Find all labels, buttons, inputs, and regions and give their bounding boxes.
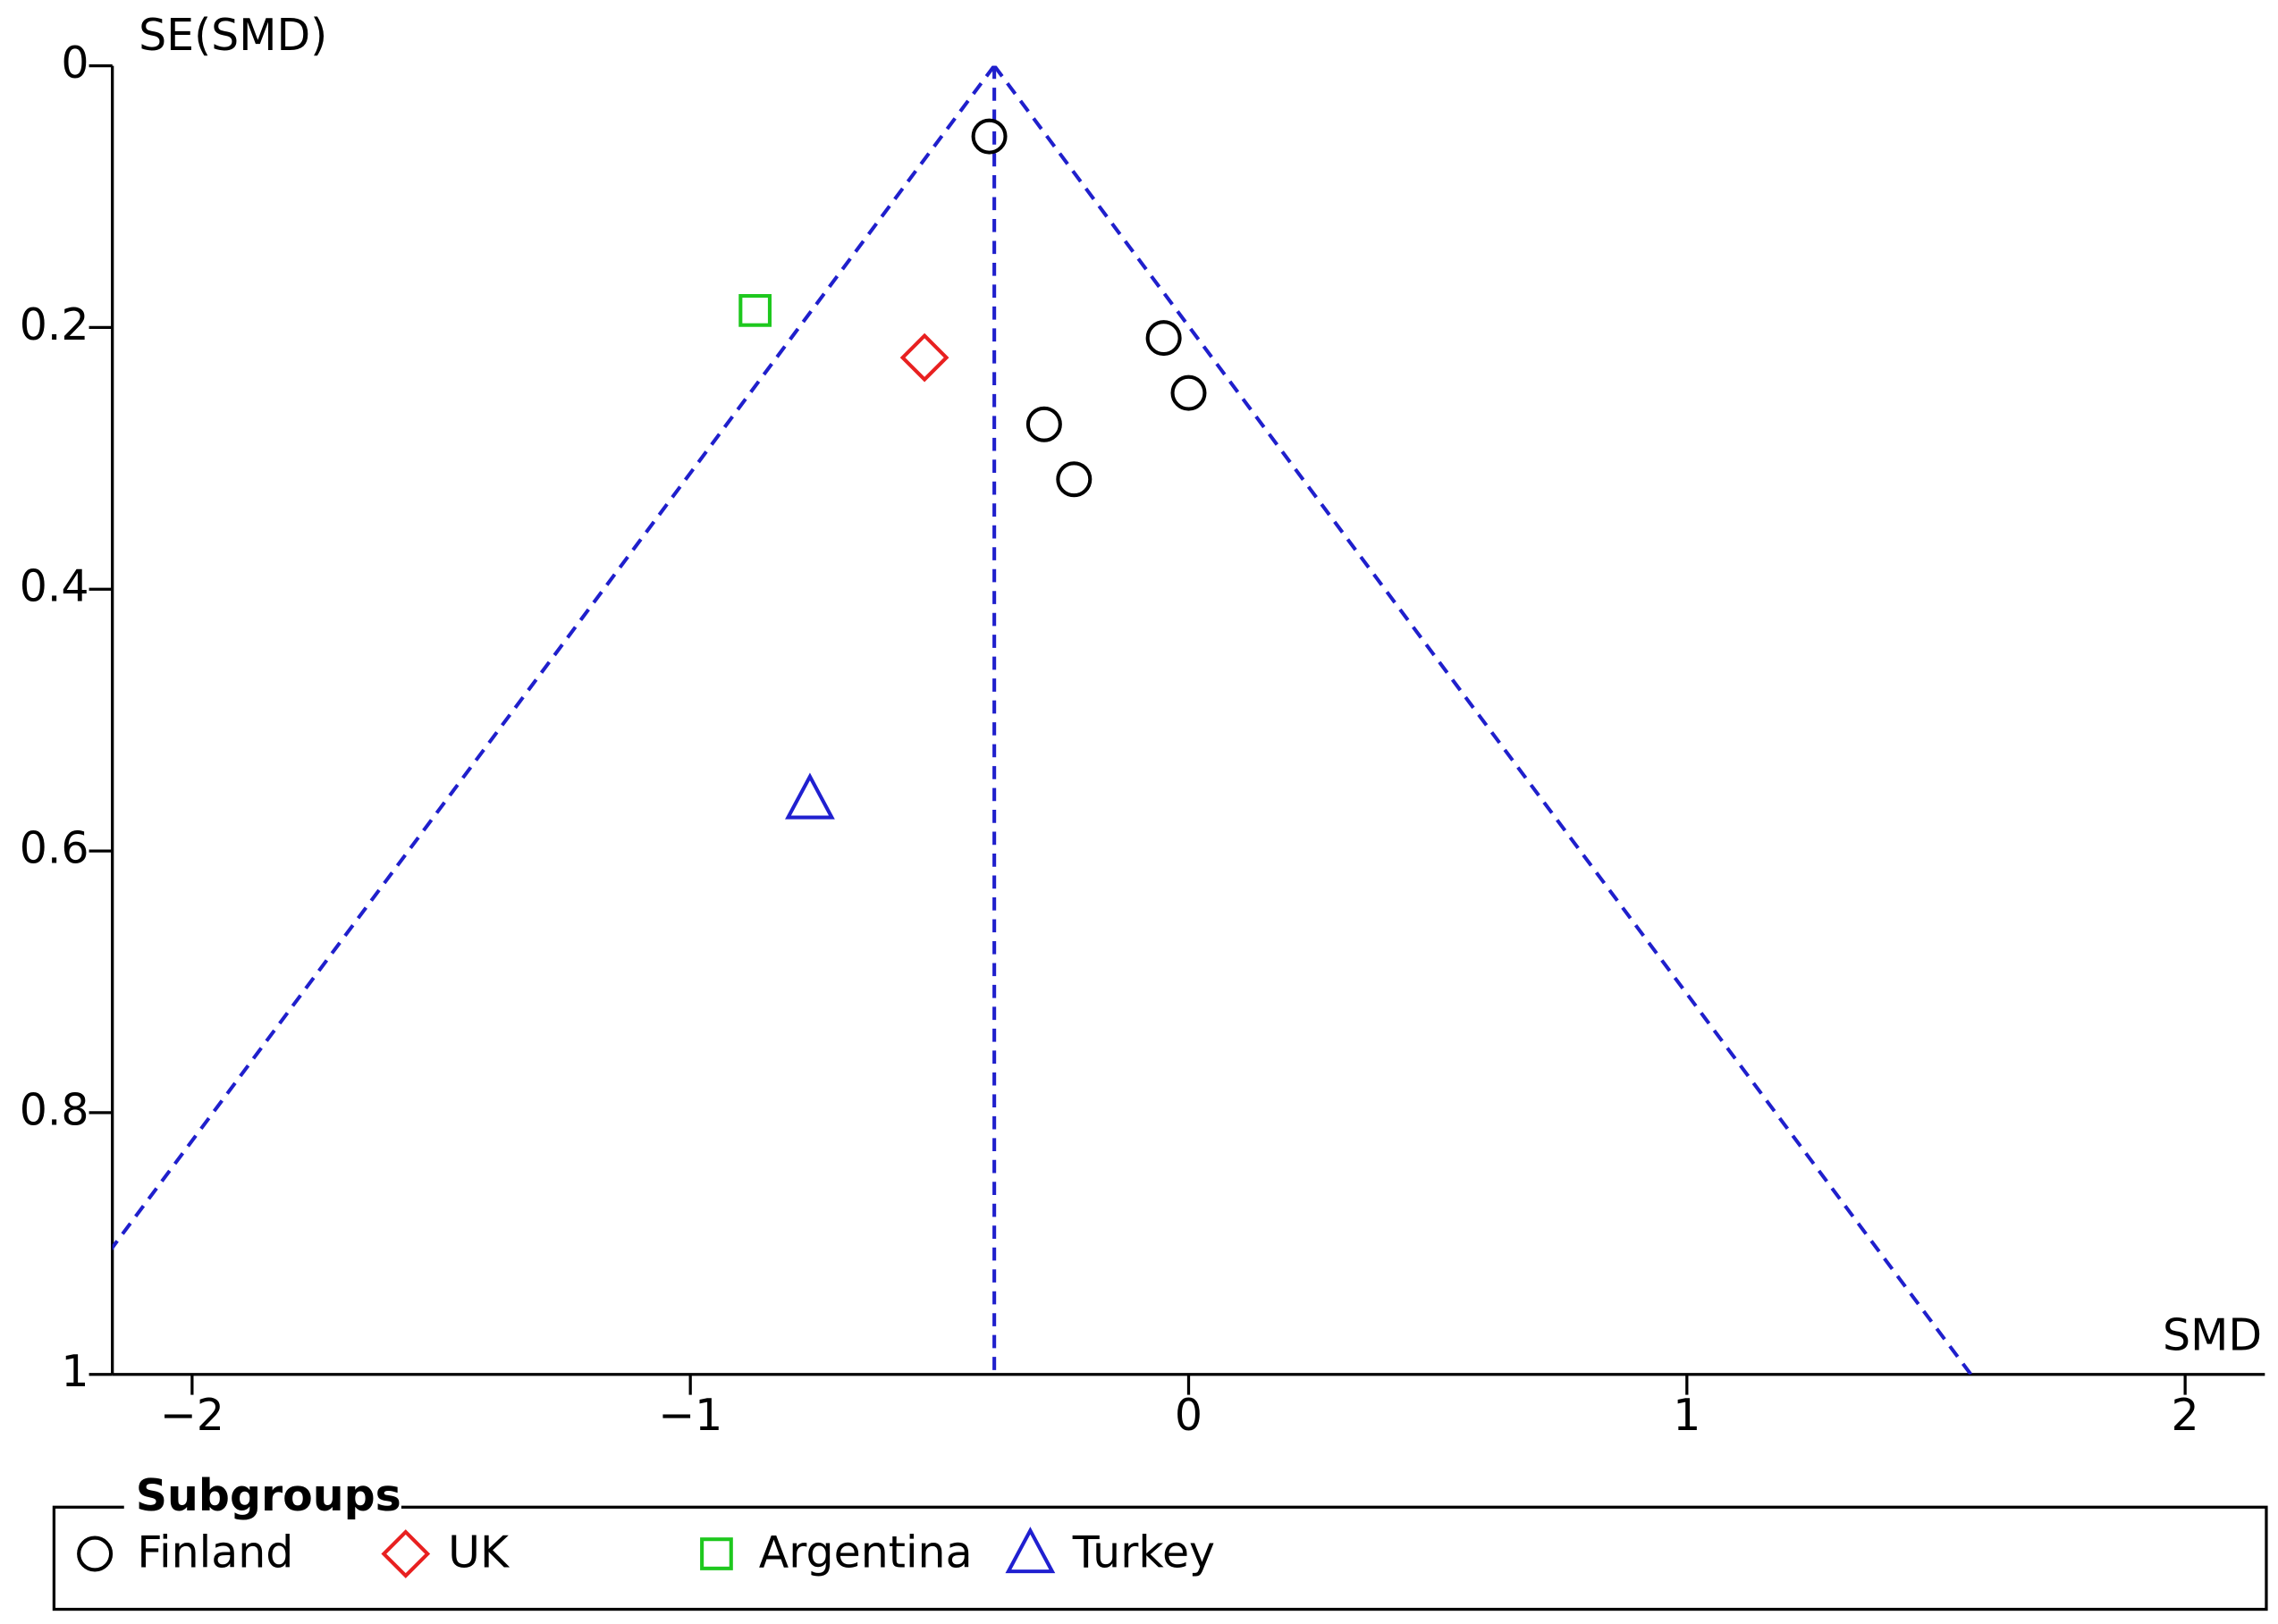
legend-label: Argentina — [759, 1527, 973, 1578]
legend-label: UK — [448, 1527, 510, 1578]
legend-title-bg — [123, 1488, 401, 1527]
y-tick-label: 0.8 — [20, 1084, 89, 1135]
funnel — [112, 65, 1973, 1375]
x-tick-label: −2 — [160, 1390, 224, 1441]
legend-marker — [381, 1529, 431, 1578]
y-tick-label: 0.6 — [20, 823, 89, 874]
data-point — [785, 772, 835, 820]
data-point — [971, 118, 1008, 155]
legend-title: Subgroups — [136, 1470, 401, 1521]
data-point — [738, 294, 772, 327]
y-tick-label: 0.2 — [20, 299, 89, 350]
data-point — [899, 332, 949, 383]
x-tick-label: 1 — [1673, 1390, 1700, 1441]
data-point — [1170, 374, 1207, 411]
y-tick-label: 0 — [61, 38, 89, 88]
legend-box — [52, 1505, 2268, 1611]
x-axis-label: SMD — [2163, 1309, 2262, 1360]
x-tick-label: 2 — [2172, 1390, 2199, 1441]
y-axis-label: SE(SMD) — [139, 10, 327, 61]
data-point — [1025, 406, 1062, 442]
funnel-limit — [112, 65, 996, 1251]
legend-marker — [700, 1537, 733, 1570]
data-point — [1056, 461, 1093, 498]
legend-marker — [1005, 1527, 1056, 1574]
y-tick-label: 0.4 — [20, 561, 89, 612]
x-tick-label: 0 — [1175, 1390, 1202, 1441]
x-tick-label: −1 — [658, 1390, 722, 1441]
data-point — [1145, 320, 1182, 357]
funnel-limit — [992, 65, 1973, 1375]
legend-label: Turkey — [1072, 1527, 1215, 1578]
legend-label: Finland — [137, 1527, 293, 1578]
legend-marker — [77, 1536, 114, 1572]
y-tick-label: 1 — [61, 1346, 89, 1397]
